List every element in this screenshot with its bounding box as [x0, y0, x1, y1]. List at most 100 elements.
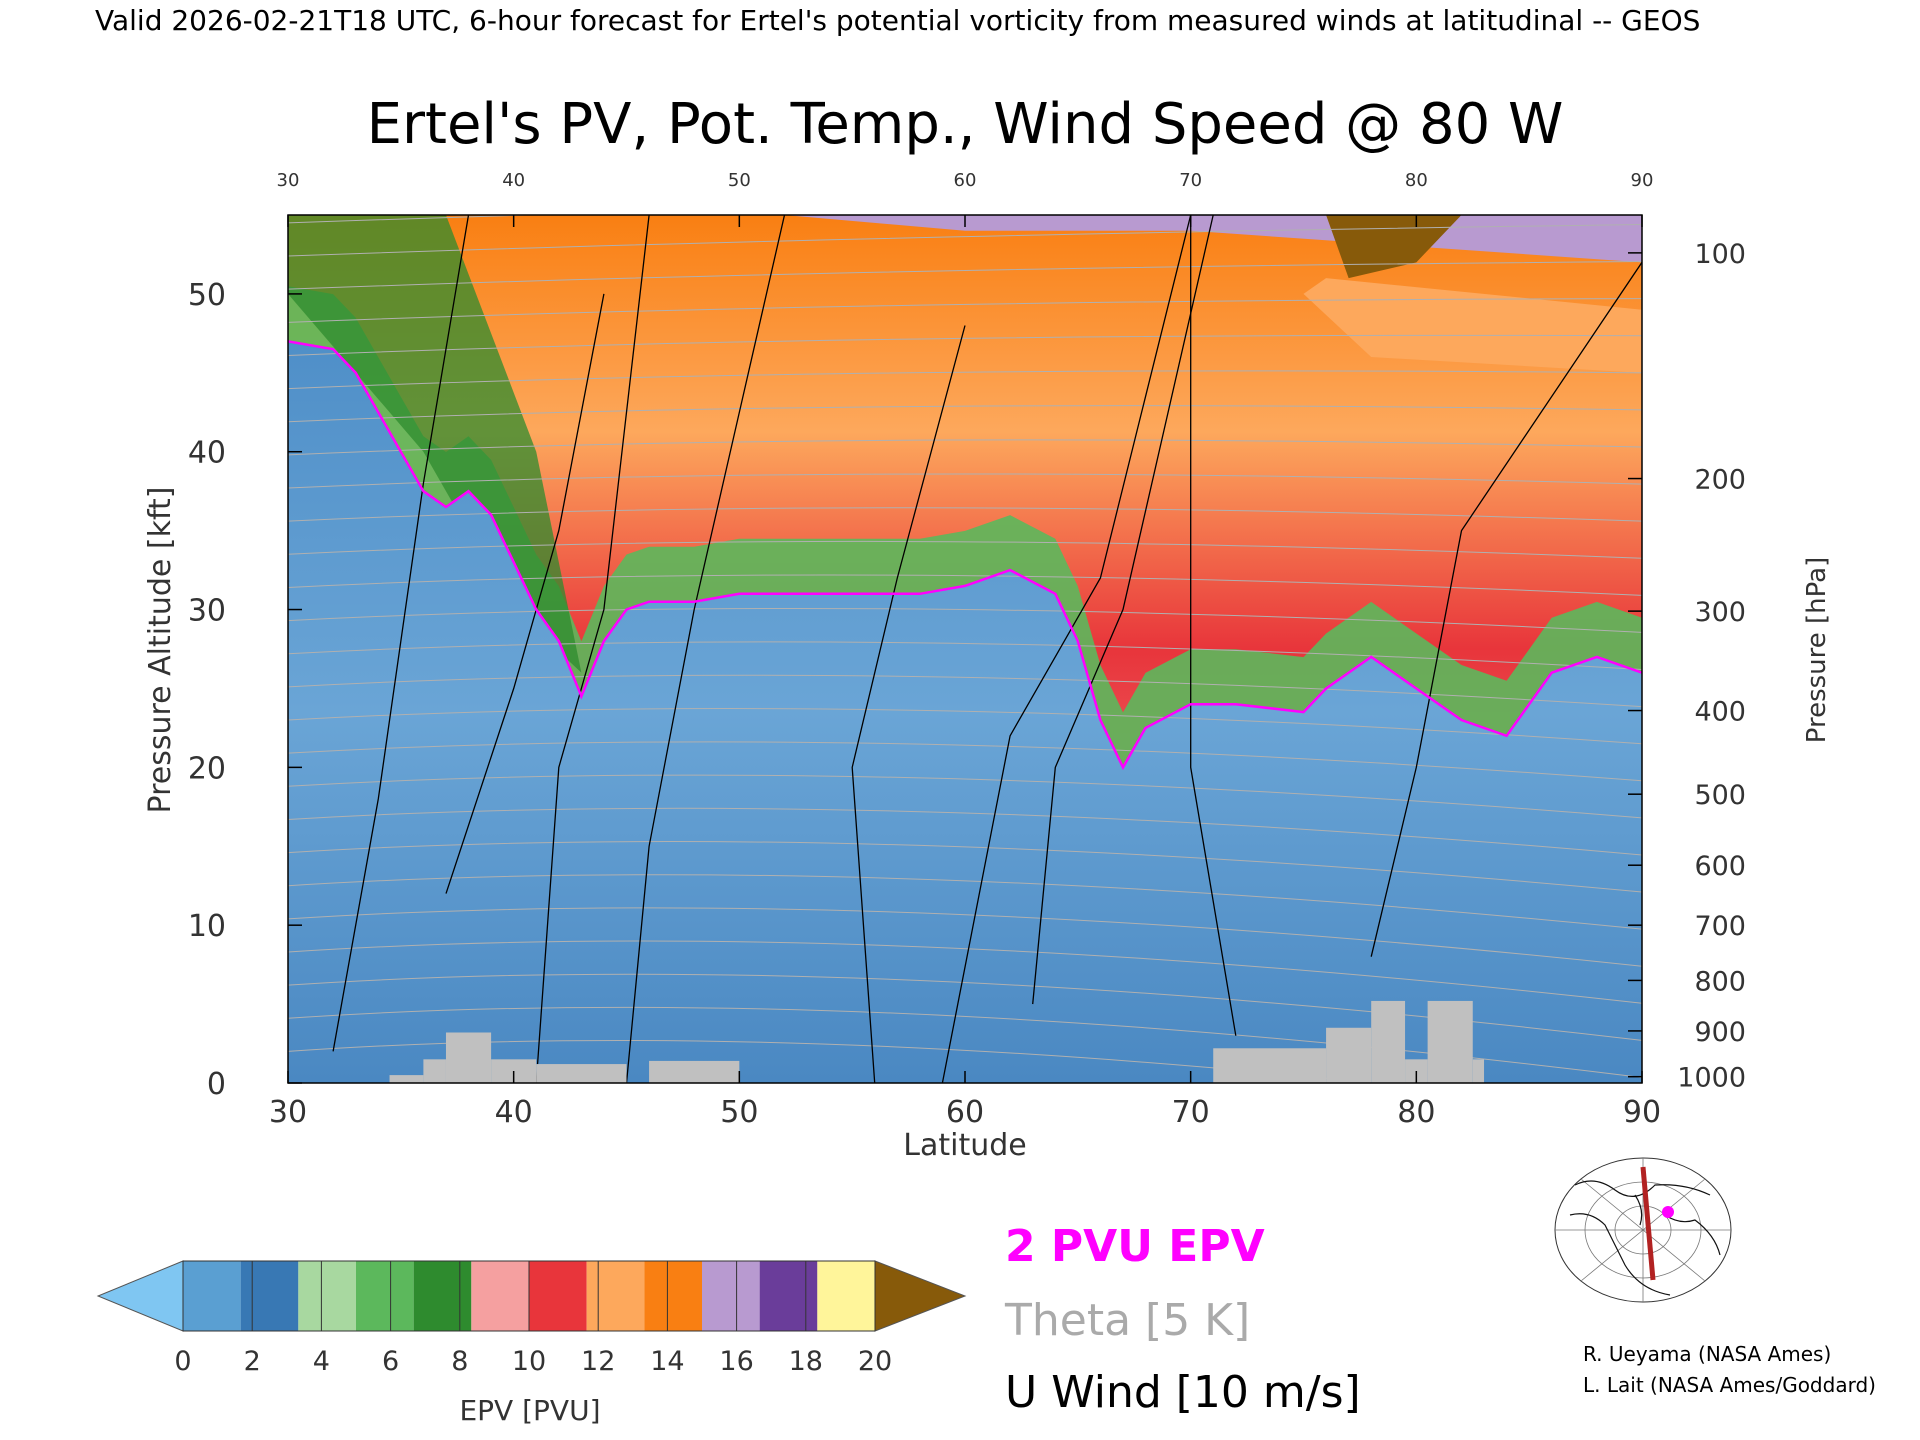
wind-contour — [535, 215, 650, 1083]
colorbar-tick-label: 16 — [719, 1346, 753, 1377]
pressure-tick-label: 800 — [1694, 966, 1746, 997]
tropopause-2pvu-line — [288, 340, 1642, 771]
y-tick-label: 0 — [207, 1067, 226, 1102]
theta-contour — [288, 940, 1642, 1004]
credit-line-1: R. Ueyama (NASA Ames) — [1583, 1342, 1831, 1366]
pressure-tick-label: 100 — [1694, 239, 1746, 270]
theta-contour — [288, 641, 1642, 671]
colorbar-segment — [644, 1261, 702, 1331]
wind-contour — [1370, 261, 1642, 957]
colorbar-tick-label: 18 — [789, 1346, 823, 1377]
x-tick-label: 90 — [1623, 1095, 1661, 1130]
x-tick-label: 60 — [946, 1095, 984, 1130]
theta-contour — [288, 574, 1642, 596]
x-top-tick-label: 90 — [1631, 170, 1654, 191]
colorbar-high-arrow — [874, 1260, 967, 1332]
theta-contour — [288, 1006, 1642, 1078]
colorbar-tick-label: 12 — [581, 1346, 615, 1377]
colorbar-low-arrow — [96, 1260, 184, 1332]
colorbar-tick-label: 20 — [858, 1346, 892, 1377]
theta-contour — [288, 439, 1642, 456]
theta-contour — [288, 298, 1642, 323]
terrain-block — [1371, 1000, 1406, 1083]
x-tick-label: 30 — [269, 1095, 307, 1130]
polar-map-icon — [1545, 1155, 1740, 1305]
y-axis-label: Pressure Altitude [kft] — [143, 487, 178, 814]
pressure-tick-label: 700 — [1694, 911, 1746, 942]
theta-contour — [288, 774, 1642, 819]
colorbar-tick-label: 0 — [174, 1346, 191, 1377]
pressure-tick-label: 400 — [1694, 697, 1746, 728]
theta-contour — [288, 507, 1642, 522]
x-tick-label: 50 — [720, 1095, 758, 1130]
colorbar-tick-label: 2 — [244, 1346, 261, 1377]
epv-band-green — [288, 286, 1642, 768]
colorbar-segment — [586, 1261, 645, 1331]
pressure-tick-label: 500 — [1694, 780, 1746, 811]
theta-contour — [288, 874, 1642, 930]
plot-area — [288, 215, 1642, 1083]
pressure-tick-label: 600 — [1694, 851, 1746, 882]
legend-entry: Theta [5 K] — [1004, 1295, 1250, 1346]
terrain-block — [423, 1059, 446, 1083]
colorbar-segment — [702, 1261, 760, 1331]
theta-contour — [288, 674, 1642, 708]
x-top-tick-label: 70 — [1179, 170, 1202, 191]
x-top-tick-label: 30 — [277, 170, 300, 191]
x-top-tick-label: 80 — [1405, 170, 1428, 191]
colorbar-tick-label: 8 — [451, 1346, 468, 1377]
y-tick-label: 50 — [188, 278, 226, 313]
terrain-block — [649, 1060, 740, 1083]
wind-contour — [1032, 215, 1214, 1005]
wind-contour — [1190, 215, 1237, 1036]
colorbar-segment — [529, 1261, 587, 1331]
colorbar-segment — [817, 1261, 875, 1331]
theta-contour — [288, 708, 1642, 745]
epv-colorbar: 0 2 4 6 8 10 12 14 16 18 20 — [96, 1260, 967, 1377]
colorbar-segment — [183, 1261, 241, 1331]
colorbar-segment — [240, 1261, 299, 1331]
terrain-block — [1427, 1000, 1473, 1083]
banner-text: Valid 2026-02-21T18 UTC, 6-hour forecast… — [95, 4, 1700, 37]
wind-contour — [851, 325, 966, 1083]
y-tick-label: 30 — [188, 594, 226, 629]
terrain-block — [389, 1075, 424, 1083]
legend-entry: 2 PVU EPV — [1005, 1221, 1265, 1272]
theta-contour — [288, 215, 544, 224]
colorbar-tick-label: 6 — [382, 1346, 399, 1377]
terrain-block — [1213, 1048, 1327, 1083]
x-axis-label: Latitude — [903, 1128, 1026, 1163]
x-top-tick-label: 50 — [728, 170, 751, 191]
x-top-tick-label: 60 — [954, 170, 977, 191]
theta-contour — [288, 741, 1642, 782]
y-tick-label: 20 — [188, 751, 226, 786]
theta-contour — [288, 334, 1642, 356]
theta-contour — [288, 807, 1642, 856]
pressure-tick-label: 300 — [1694, 597, 1746, 628]
colorbar-tick-label: 14 — [650, 1346, 684, 1377]
colorbar-segment — [471, 1261, 529, 1331]
theta-contour — [288, 473, 1642, 489]
credit-line-2: L. Lait (NASA Ames/Goddard) — [1583, 1373, 1876, 1397]
x-tick-label: 80 — [1397, 1095, 1435, 1130]
terrain-block — [1326, 1027, 1372, 1083]
y-tick-label: 10 — [188, 909, 226, 944]
colorbar-segment — [356, 1261, 414, 1331]
theta-contour — [288, 607, 1642, 633]
theta-contour — [288, 370, 1642, 390]
y2-axis-label: Pressure [hPa] — [1802, 557, 1832, 744]
colorbar-label: EPV [PVU] — [459, 1394, 600, 1427]
chart-title: Ertel's PV, Pot. Temp., Wind Speed @ 80 … — [367, 92, 1564, 157]
pressure-tick-label: 1000 — [1677, 1063, 1746, 1094]
wind-contour — [625, 215, 786, 1083]
troposphere-fill — [288, 341, 1642, 1083]
colorbar-segment — [759, 1261, 818, 1331]
x-tick-label: 40 — [495, 1095, 533, 1130]
theta-contour — [288, 907, 1642, 967]
theta-contour — [288, 261, 1642, 290]
wind-contour — [332, 215, 470, 1052]
wind-contour — [941, 215, 1192, 1083]
colorbar-tick-label: 10 — [512, 1346, 546, 1377]
pressure-tick-label: 200 — [1694, 465, 1746, 496]
